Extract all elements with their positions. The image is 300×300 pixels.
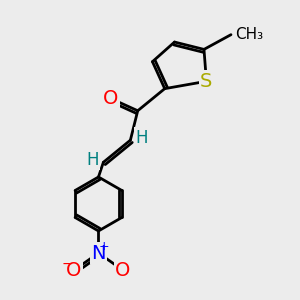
Text: O: O: [66, 261, 82, 280]
Text: H: H: [86, 151, 99, 169]
Text: O: O: [103, 89, 118, 108]
Text: S: S: [200, 72, 213, 91]
Text: CH₃: CH₃: [235, 27, 263, 42]
Text: +: +: [99, 240, 109, 253]
Text: −: −: [61, 257, 73, 271]
Text: N: N: [91, 244, 106, 262]
Text: H: H: [135, 129, 148, 147]
Text: O: O: [115, 261, 131, 280]
